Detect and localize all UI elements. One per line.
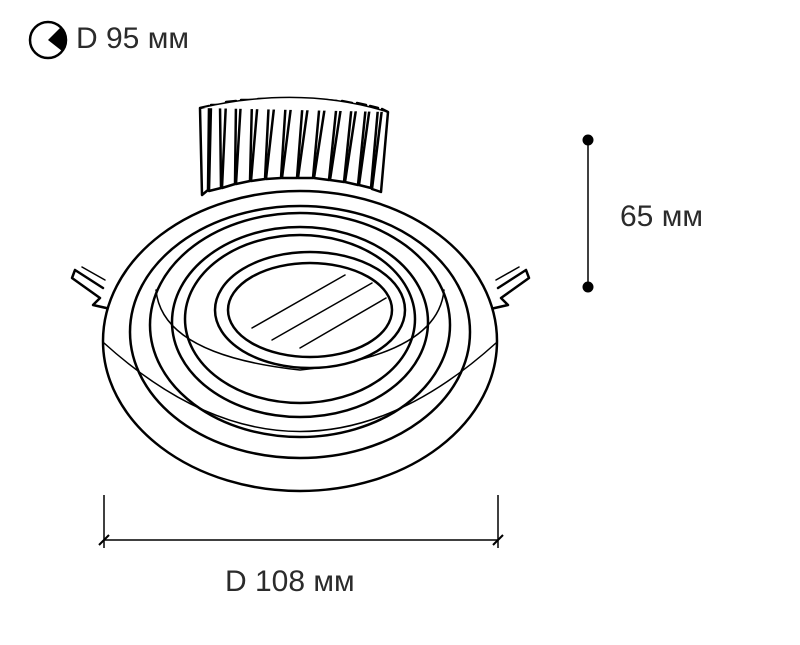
diagram-canvas: D 95 мм 65 мм D 108 мм bbox=[0, 0, 800, 645]
label-cutout: D 95 мм bbox=[76, 22, 189, 56]
dimension-lines bbox=[0, 0, 800, 645]
label-diameter: D 108 мм bbox=[225, 565, 355, 599]
label-height: 65 мм bbox=[620, 200, 703, 234]
